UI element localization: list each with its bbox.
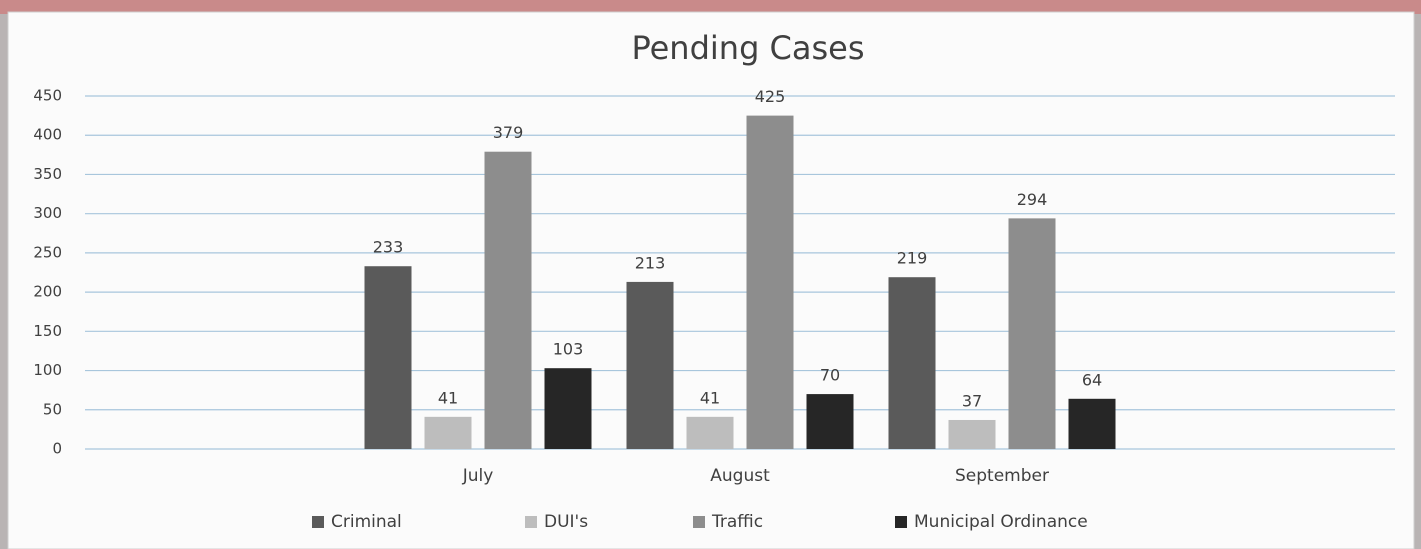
bar xyxy=(544,368,592,449)
chart-title: Pending Cases xyxy=(631,29,864,67)
bar xyxy=(484,151,532,449)
data-label: 37 xyxy=(962,391,982,410)
legend-marker xyxy=(525,516,537,528)
data-label: 425 xyxy=(755,87,786,106)
data-label: 294 xyxy=(1017,190,1048,209)
y-tick-label: 450 xyxy=(33,87,62,105)
y-tick-label: 400 xyxy=(33,126,62,144)
data-label: 41 xyxy=(700,388,720,407)
data-label: 70 xyxy=(820,366,840,385)
bar xyxy=(948,419,996,449)
bar xyxy=(888,277,936,449)
legend-label: Traffic xyxy=(711,512,763,532)
chart-panel xyxy=(7,11,1415,549)
bar xyxy=(364,266,412,449)
bar xyxy=(806,394,854,449)
data-label: 379 xyxy=(493,123,524,142)
y-tick-label: 300 xyxy=(33,204,62,222)
x-tick-label: July xyxy=(462,466,494,486)
legend-label: Municipal Ordinance xyxy=(914,512,1088,532)
bar xyxy=(686,416,734,449)
bar xyxy=(746,115,794,449)
data-label: 219 xyxy=(897,249,928,268)
data-label: 213 xyxy=(635,253,666,272)
data-label: 41 xyxy=(438,388,458,407)
y-tick-label: 150 xyxy=(33,322,62,340)
bar xyxy=(1008,218,1056,449)
bar xyxy=(1068,398,1116,449)
y-tick-label: 250 xyxy=(33,243,62,261)
y-tick-label: 0 xyxy=(52,440,62,458)
bar xyxy=(626,281,674,449)
legend-marker xyxy=(693,516,705,528)
legend-marker xyxy=(312,516,324,528)
legend-marker xyxy=(895,516,907,528)
legend-label: DUI's xyxy=(544,512,588,532)
data-label: 103 xyxy=(553,340,584,359)
bar xyxy=(424,416,472,449)
x-tick-label: September xyxy=(955,466,1049,486)
background-strip xyxy=(0,0,1421,14)
legend-label: Criminal xyxy=(331,512,402,532)
y-tick-label: 200 xyxy=(33,283,62,301)
y-tick-label: 350 xyxy=(33,165,62,183)
data-label: 233 xyxy=(373,238,404,257)
y-tick-label: 100 xyxy=(33,361,62,379)
data-label: 64 xyxy=(1082,370,1102,389)
x-tick-label: August xyxy=(710,466,770,486)
y-tick-label: 50 xyxy=(43,400,62,418)
